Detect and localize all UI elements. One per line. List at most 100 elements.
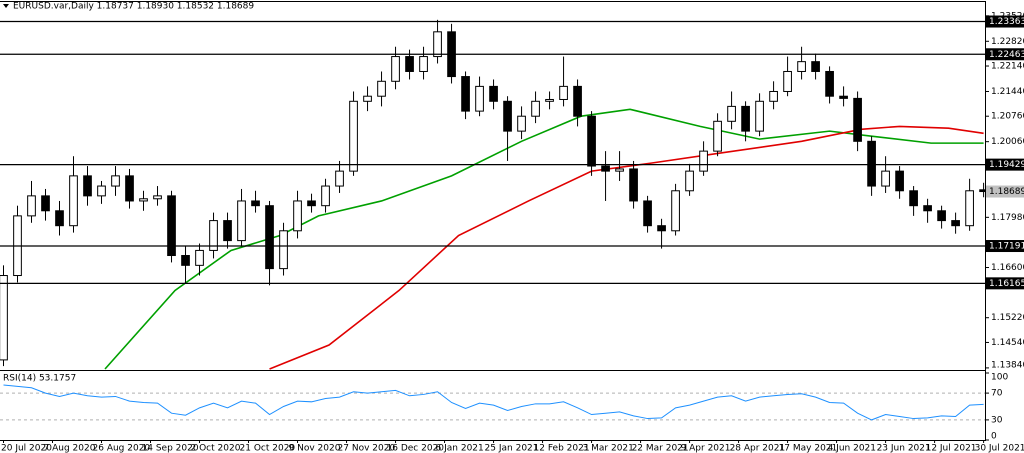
x-tick-label: 3 Mar 2021 [583, 444, 634, 453]
x-tick-label: 25 Jan 2021 [485, 444, 539, 453]
candle-body [41, 195, 50, 212]
candle-body [727, 105, 736, 122]
x-tick-label: 21 Oct 2020 [240, 444, 296, 453]
candle-body [951, 220, 960, 227]
candle-body [545, 98, 554, 102]
candle-body [405, 56, 414, 72]
candle-body [195, 249, 204, 266]
candle-body [615, 168, 624, 172]
y-tick-label: 1.17980 [991, 213, 1024, 223]
moving-average-line [269, 125, 984, 370]
x-tick-label: 17 May 2021 [779, 444, 838, 453]
x-tick-label: 12 Feb 2021 [534, 444, 590, 453]
candle-body [461, 76, 470, 112]
candle-body [475, 85, 484, 112]
menu-triangle[interactable] [3, 4, 9, 8]
y-tick-label: 70 [991, 389, 1003, 399]
candle-body [671, 190, 680, 232]
y-tick-label: 1.15220 [991, 313, 1024, 323]
candle-body [27, 195, 36, 217]
x-tick-label: 12 Jul 2021 [926, 444, 977, 453]
moving-average-line [104, 108, 984, 370]
candle-body [713, 120, 722, 152]
y-tick-label: 1.16600 [991, 263, 1024, 273]
indicator-title: RSI(14) 53.1757 [3, 374, 76, 384]
current-price-label: 1.18689 [989, 187, 1024, 197]
x-tick-label: 23 Jun 2021 [877, 444, 931, 453]
candle-body [83, 175, 92, 197]
y-tick-label: 1.20060 [991, 137, 1024, 147]
x-tick-label: 26 Aug 2020 [93, 444, 151, 453]
candle-body [503, 100, 512, 132]
candle-body [629, 168, 638, 202]
level-label-box [986, 15, 1024, 28]
candle-body [587, 115, 596, 167]
y-tick-label: 1.14540 [991, 338, 1024, 348]
y-tick-label: 0 [991, 432, 997, 442]
level-label-box [986, 277, 1024, 290]
candle-body [349, 100, 358, 172]
candle-body [867, 140, 876, 187]
candle-body [363, 95, 372, 102]
y-tick-label: 1.21440 [991, 87, 1024, 97]
candle-body [895, 170, 904, 192]
candle-body [685, 170, 694, 192]
rsi-line [3, 384, 984, 421]
y-tick-label: 1.13840 [991, 361, 1024, 371]
candle-body [797, 61, 806, 72]
x-tick-label: 22 Mar 2021 [632, 444, 689, 453]
candle-body [69, 175, 78, 227]
candle-body [97, 185, 106, 197]
candle-body [699, 150, 708, 172]
candle-body [741, 105, 750, 132]
level-label: 1.19429 [989, 160, 1024, 170]
candle-body [517, 115, 526, 132]
x-tick-label: 6 Jan 2021 [436, 444, 484, 453]
candle-body [755, 100, 764, 132]
x-tick-label: 9 Nov 2020 [289, 444, 341, 453]
y-tick-label: 30 [991, 415, 1003, 425]
y-tick-label: 1.22820 [991, 37, 1024, 47]
candle-body [601, 165, 610, 172]
candle-body [181, 255, 190, 266]
candle-body [657, 225, 666, 232]
candle-body [237, 200, 246, 242]
level-label-box [986, 158, 1024, 171]
y-tick-label: 1.20760 [991, 112, 1024, 122]
x-tick-label: 30 Jul 2021 [975, 444, 1024, 453]
candle-body [769, 90, 778, 102]
candle-body [559, 85, 568, 100]
candle-body [881, 170, 890, 187]
candle-body [293, 200, 302, 232]
candle-body [643, 200, 652, 227]
candle-body [811, 61, 820, 72]
level-label: 1.23363 [989, 17, 1024, 27]
candle-body [223, 220, 232, 242]
candle-body [391, 56, 400, 82]
candle-body [153, 195, 162, 200]
level-label: 1.17191 [989, 242, 1024, 252]
candle-body [783, 70, 792, 92]
x-tick-label: 28 Apr 2021 [730, 444, 786, 453]
candle-body [111, 175, 120, 187]
candle-body [55, 210, 64, 227]
y-tick-label: 100 [991, 373, 1008, 383]
candle-body [209, 220, 218, 251]
level-label-box [986, 240, 1024, 253]
candle-body [923, 205, 932, 212]
level-label: 1.16165 [989, 279, 1024, 289]
candle-body [125, 175, 134, 202]
candle-body [265, 205, 274, 270]
candle-body [825, 70, 834, 97]
candle-body [853, 97, 862, 142]
candle-body [335, 170, 344, 187]
x-tick-label: 4 Jun 2021 [828, 444, 876, 453]
x-tick-label: 9 Apr 2021 [681, 444, 731, 453]
x-tick-label: 20 Jul 2020 [1, 444, 52, 453]
candle-body [965, 190, 974, 227]
x-tick-label: 2 Oct 2020 [191, 444, 241, 453]
candle-body [279, 230, 288, 270]
candle-body [489, 85, 498, 102]
